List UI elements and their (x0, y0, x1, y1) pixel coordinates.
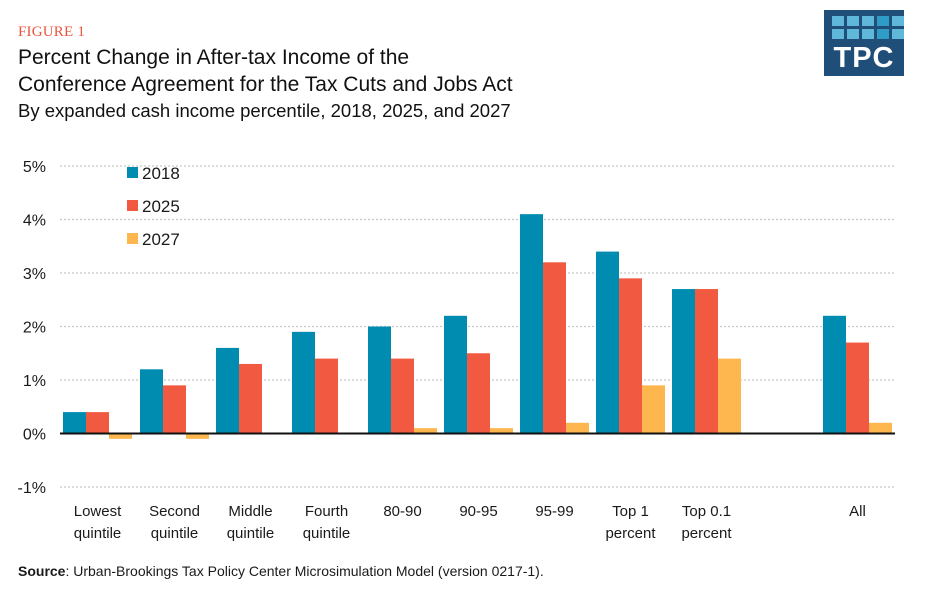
bar-2018 (140, 369, 163, 434)
source-label: Source (18, 563, 66, 579)
bar-2025 (163, 385, 186, 434)
bar-chart: 5% 4% 3% 2% 1% 0% -1% Lowest quintile Second quin… (18, 159, 895, 542)
y-tick-label: 3% (23, 266, 46, 283)
gridlines (60, 165, 895, 488)
x-tick-label: Top 0.1 (682, 503, 731, 520)
x-tick-label: Lowest (74, 503, 122, 520)
chart-title-line-1: Percent Change in After-tax Income of th… (18, 46, 410, 69)
legend-swatch-2018 (127, 167, 138, 178)
bar-2027 (566, 422, 589, 434)
bar-2018 (63, 412, 86, 434)
legend: 2018 2025 2027 (127, 164, 180, 249)
bar-2025 (239, 363, 262, 434)
x-tick-label: percent (681, 525, 732, 542)
figure-label: FIGURE 1 (18, 24, 86, 40)
bar-2027 (414, 428, 437, 434)
bar-2018 (520, 214, 543, 434)
x-tick-label: Middle (228, 503, 272, 520)
x-tick-label: 95-99 (535, 503, 573, 520)
bar-2025 (86, 412, 109, 434)
bar-2025 (315, 358, 338, 434)
y-axis-ticks: 5% 4% 3% 2% 1% 0% -1% (18, 159, 46, 497)
x-tick-label: quintile (227, 525, 275, 542)
bar-2018 (596, 251, 619, 434)
x-axis-labels: Lowest quintile Second quintile Middle quinti… (74, 503, 866, 542)
bar-2018 (368, 326, 391, 434)
legend-swatch-2025 (127, 200, 138, 211)
bar-2027 (186, 433, 209, 439)
legend-swatch-2027 (127, 233, 138, 244)
chart-subtitle: By expanded cash income percentile, 2018… (18, 100, 511, 121)
bar-2025 (695, 289, 718, 434)
y-tick-label: 4% (23, 213, 46, 230)
y-tick-label: 5% (23, 159, 46, 176)
legend-label-2018: 2018 (142, 164, 180, 183)
tpc-logo: TPC (824, 10, 904, 76)
bar-2018 (292, 331, 315, 434)
x-tick-label: Top 1 (612, 503, 649, 520)
bar-2025 (619, 278, 642, 434)
bar-2027 (718, 358, 741, 434)
x-tick-label: Second (149, 503, 200, 520)
x-tick-label: quintile (74, 525, 122, 542)
legend-label-2027: 2027 (142, 230, 180, 249)
bar-2025 (846, 342, 869, 434)
bar-2018 (216, 347, 239, 434)
y-tick-label: 0% (23, 427, 46, 444)
bar-2027 (869, 422, 892, 434)
bars (63, 214, 892, 439)
bar-2025 (543, 262, 566, 434)
bar-2025 (391, 358, 414, 434)
x-tick-label: percent (605, 525, 656, 542)
bar-2025 (467, 353, 490, 434)
y-tick-label: 2% (23, 320, 46, 337)
chart-title: Percent Change in After-tax Income of th… (18, 44, 513, 98)
x-tick-label: All (849, 503, 866, 520)
x-tick-label: quintile (303, 525, 351, 542)
bar-2027 (642, 385, 665, 434)
bar-2027 (490, 428, 513, 434)
bar-2018 (444, 315, 467, 434)
x-tick-label: quintile (151, 525, 199, 542)
logo-grid-icon (832, 16, 904, 39)
source-text: : Urban-Brookings Tax Policy Center Micr… (65, 563, 544, 579)
y-tick-label: 1% (23, 373, 46, 390)
bar-2027 (109, 433, 132, 439)
legend-label-2025: 2025 (142, 197, 180, 216)
x-tick-label: Fourth (305, 503, 348, 520)
logo-text: TPC (833, 42, 895, 74)
y-tick-label: -1% (18, 480, 46, 497)
x-tick-label: 80-90 (383, 503, 421, 520)
x-tick-label: 90-95 (459, 503, 497, 520)
chart-title-line-2: Conference Agreement for the Tax Cuts an… (18, 73, 513, 96)
bar-2018 (823, 315, 846, 434)
source-note: Source: Urban-Brookings Tax Policy Cente… (18, 563, 544, 579)
bar-2018 (672, 289, 695, 434)
